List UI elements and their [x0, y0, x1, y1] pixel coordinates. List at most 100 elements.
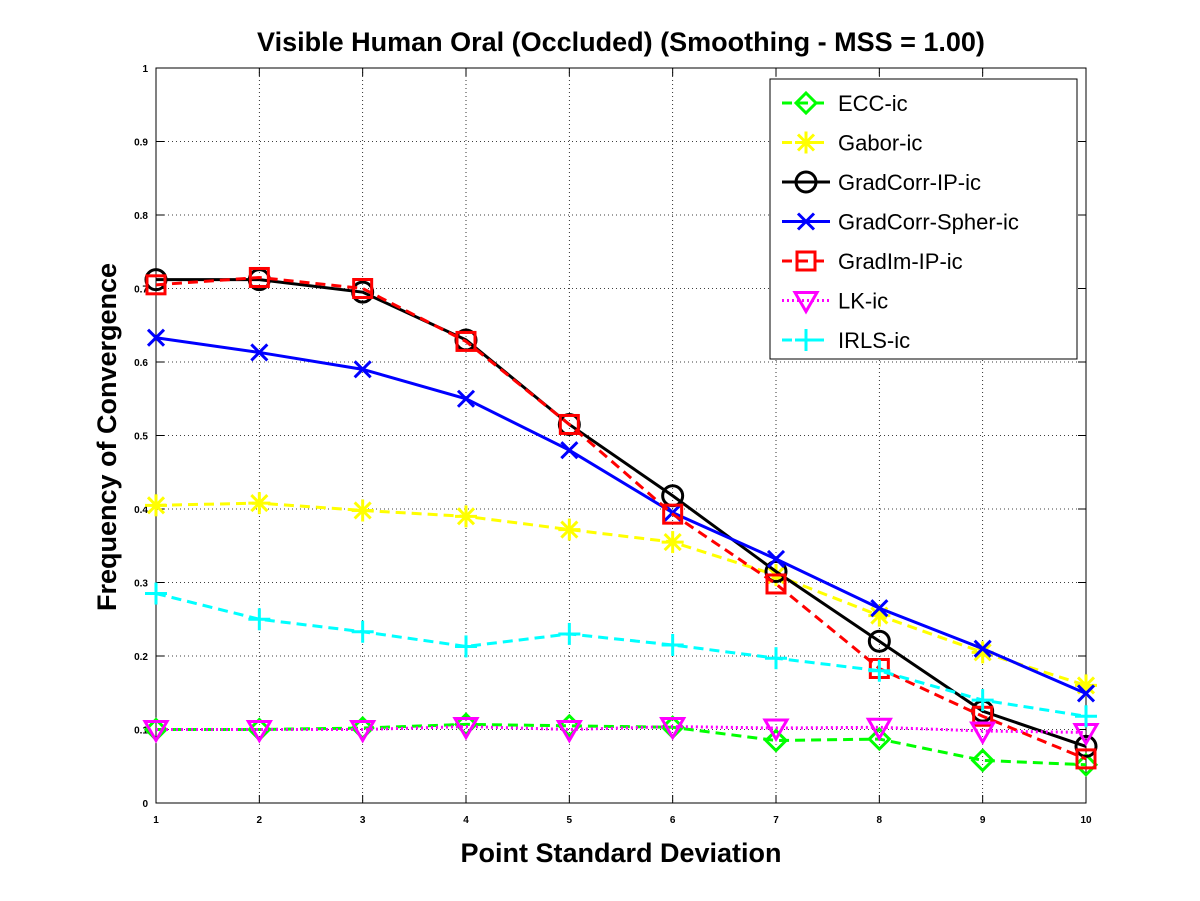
data-point [452, 717, 480, 741]
data-point [765, 573, 787, 595]
x-tick-label: 8 [877, 815, 883, 826]
data-point [146, 328, 166, 347]
x-tick-label: 9 [980, 815, 986, 826]
legend-item-gabor-ic: Gabor-ic [782, 131, 922, 156]
series-line [156, 278, 1087, 748]
x-tick-label: 3 [360, 815, 366, 826]
legend-item-irls-ic: IRLS-ic [782, 328, 910, 353]
y-tick-label: 0.1 [134, 726, 148, 737]
legend-item-gradcorr-ip-ic: GradCorr-IP-ic [782, 170, 981, 195]
data-point [763, 728, 789, 753]
data-point [555, 720, 583, 744]
y-tick-label: 0.6 [134, 358, 148, 369]
series-line [155, 336, 1087, 695]
data-point [145, 582, 167, 605]
x-axis-label: Point Standard Deviation [460, 838, 781, 868]
data-point [868, 659, 891, 682]
data-point [558, 413, 580, 435]
data-point [245, 720, 273, 744]
legend-marker [796, 212, 816, 231]
y-axis-label: Frequency of Convergence [92, 263, 122, 611]
data-point [248, 492, 271, 515]
data-point [970, 748, 995, 773]
legend-marker [795, 329, 817, 351]
y-tick-label: 0.3 [134, 579, 148, 590]
legend-label: Gabor-ic [838, 131, 922, 156]
axis-ticks: 1 2 3 4 5 6 7 8 9 10 0 0.1 0.2 0.3 0.4 0.5 0.6 0.7 0.8 0.9 1 [134, 64, 1092, 826]
series-line [155, 501, 1087, 687]
data-point [662, 503, 684, 525]
y-tick-label: 0.9 [134, 138, 148, 149]
data-point [870, 599, 889, 618]
data-point [766, 549, 786, 569]
data-point [558, 622, 581, 645]
legend-item-lk-ic: LK-ic [782, 289, 888, 315]
legend-marker [793, 90, 819, 116]
y-tick-label: 0.7 [134, 285, 148, 296]
data-point [1075, 748, 1097, 770]
data-point [349, 720, 377, 744]
data-point [865, 717, 893, 742]
legend-label: GradCorr-IP-ic [838, 170, 981, 195]
legend-label: GradIm-IP-ic [838, 249, 963, 274]
data-point [1076, 684, 1096, 703]
data-point [659, 717, 687, 741]
data-point [142, 720, 170, 744]
data-point [250, 343, 269, 362]
data-point [248, 266, 270, 288]
x-tick-label: 4 [463, 815, 469, 826]
data-point [661, 633, 684, 656]
data-point [351, 620, 374, 643]
data-point [661, 531, 684, 554]
y-tick-label: 0.2 [134, 652, 148, 663]
data-point [353, 360, 372, 379]
legend-marker [794, 170, 818, 194]
series-line [156, 725, 1087, 734]
series-gabor-ic [145, 492, 1097, 697]
data-point [1074, 734, 1098, 758]
y-tick-label: 0.8 [134, 211, 148, 222]
data-point [455, 330, 477, 352]
data-point [867, 726, 892, 752]
data-point [762, 718, 790, 743]
data-point [351, 499, 374, 522]
legend-label: ECC-ic [838, 91, 908, 116]
data-point [764, 559, 788, 583]
legend-box [769, 78, 1078, 360]
legend-item-ecc-ic: ECC-ic [782, 90, 908, 116]
data-point [560, 441, 579, 460]
x-tick-label: 1 [153, 815, 159, 826]
legend-marker [792, 291, 820, 315]
y-tick-label: 0.4 [134, 505, 148, 516]
data-point [971, 689, 994, 712]
data-point [973, 639, 992, 658]
series-lk-ic [142, 717, 1100, 747]
series-line [155, 592, 1087, 718]
data-point [455, 505, 477, 528]
data-point [248, 608, 271, 631]
data-point [145, 274, 167, 296]
data-point [453, 712, 479, 737]
y-tick-label: 1 [142, 64, 148, 75]
x-tick-label: 5 [567, 815, 573, 826]
chart-title: Visible Human Oral (Occluded) (Smoothing… [257, 27, 985, 57]
data-point [352, 278, 374, 299]
data-point [969, 721, 997, 745]
legend-label: GradCorr-Spher-ic [838, 210, 1019, 235]
legend-item-gradcorr-spher-ic: GradCorr-Spher-ic [782, 210, 1019, 235]
data-point [765, 647, 787, 670]
series-gradcorr-spher-ic [146, 328, 1096, 703]
series-ecc-ic [143, 712, 1099, 777]
series-irls-ic [145, 582, 1097, 728]
y-tick-label: 0.5 [134, 432, 148, 443]
legend-marker [795, 250, 817, 272]
x-tick-label: 6 [670, 815, 676, 826]
data-point [558, 518, 581, 541]
legend-item-gradim-ip-ic: GradIm-IP-ic [782, 249, 963, 274]
data-point [867, 629, 891, 653]
legend-label: LK-ic [838, 289, 888, 314]
y-tick-label: 0 [142, 799, 148, 810]
data-point [1073, 752, 1099, 777]
legend: ECC-ic Gabor-ic GradCorr-IP-ic GradCorr-Sph… [769, 78, 1078, 360]
